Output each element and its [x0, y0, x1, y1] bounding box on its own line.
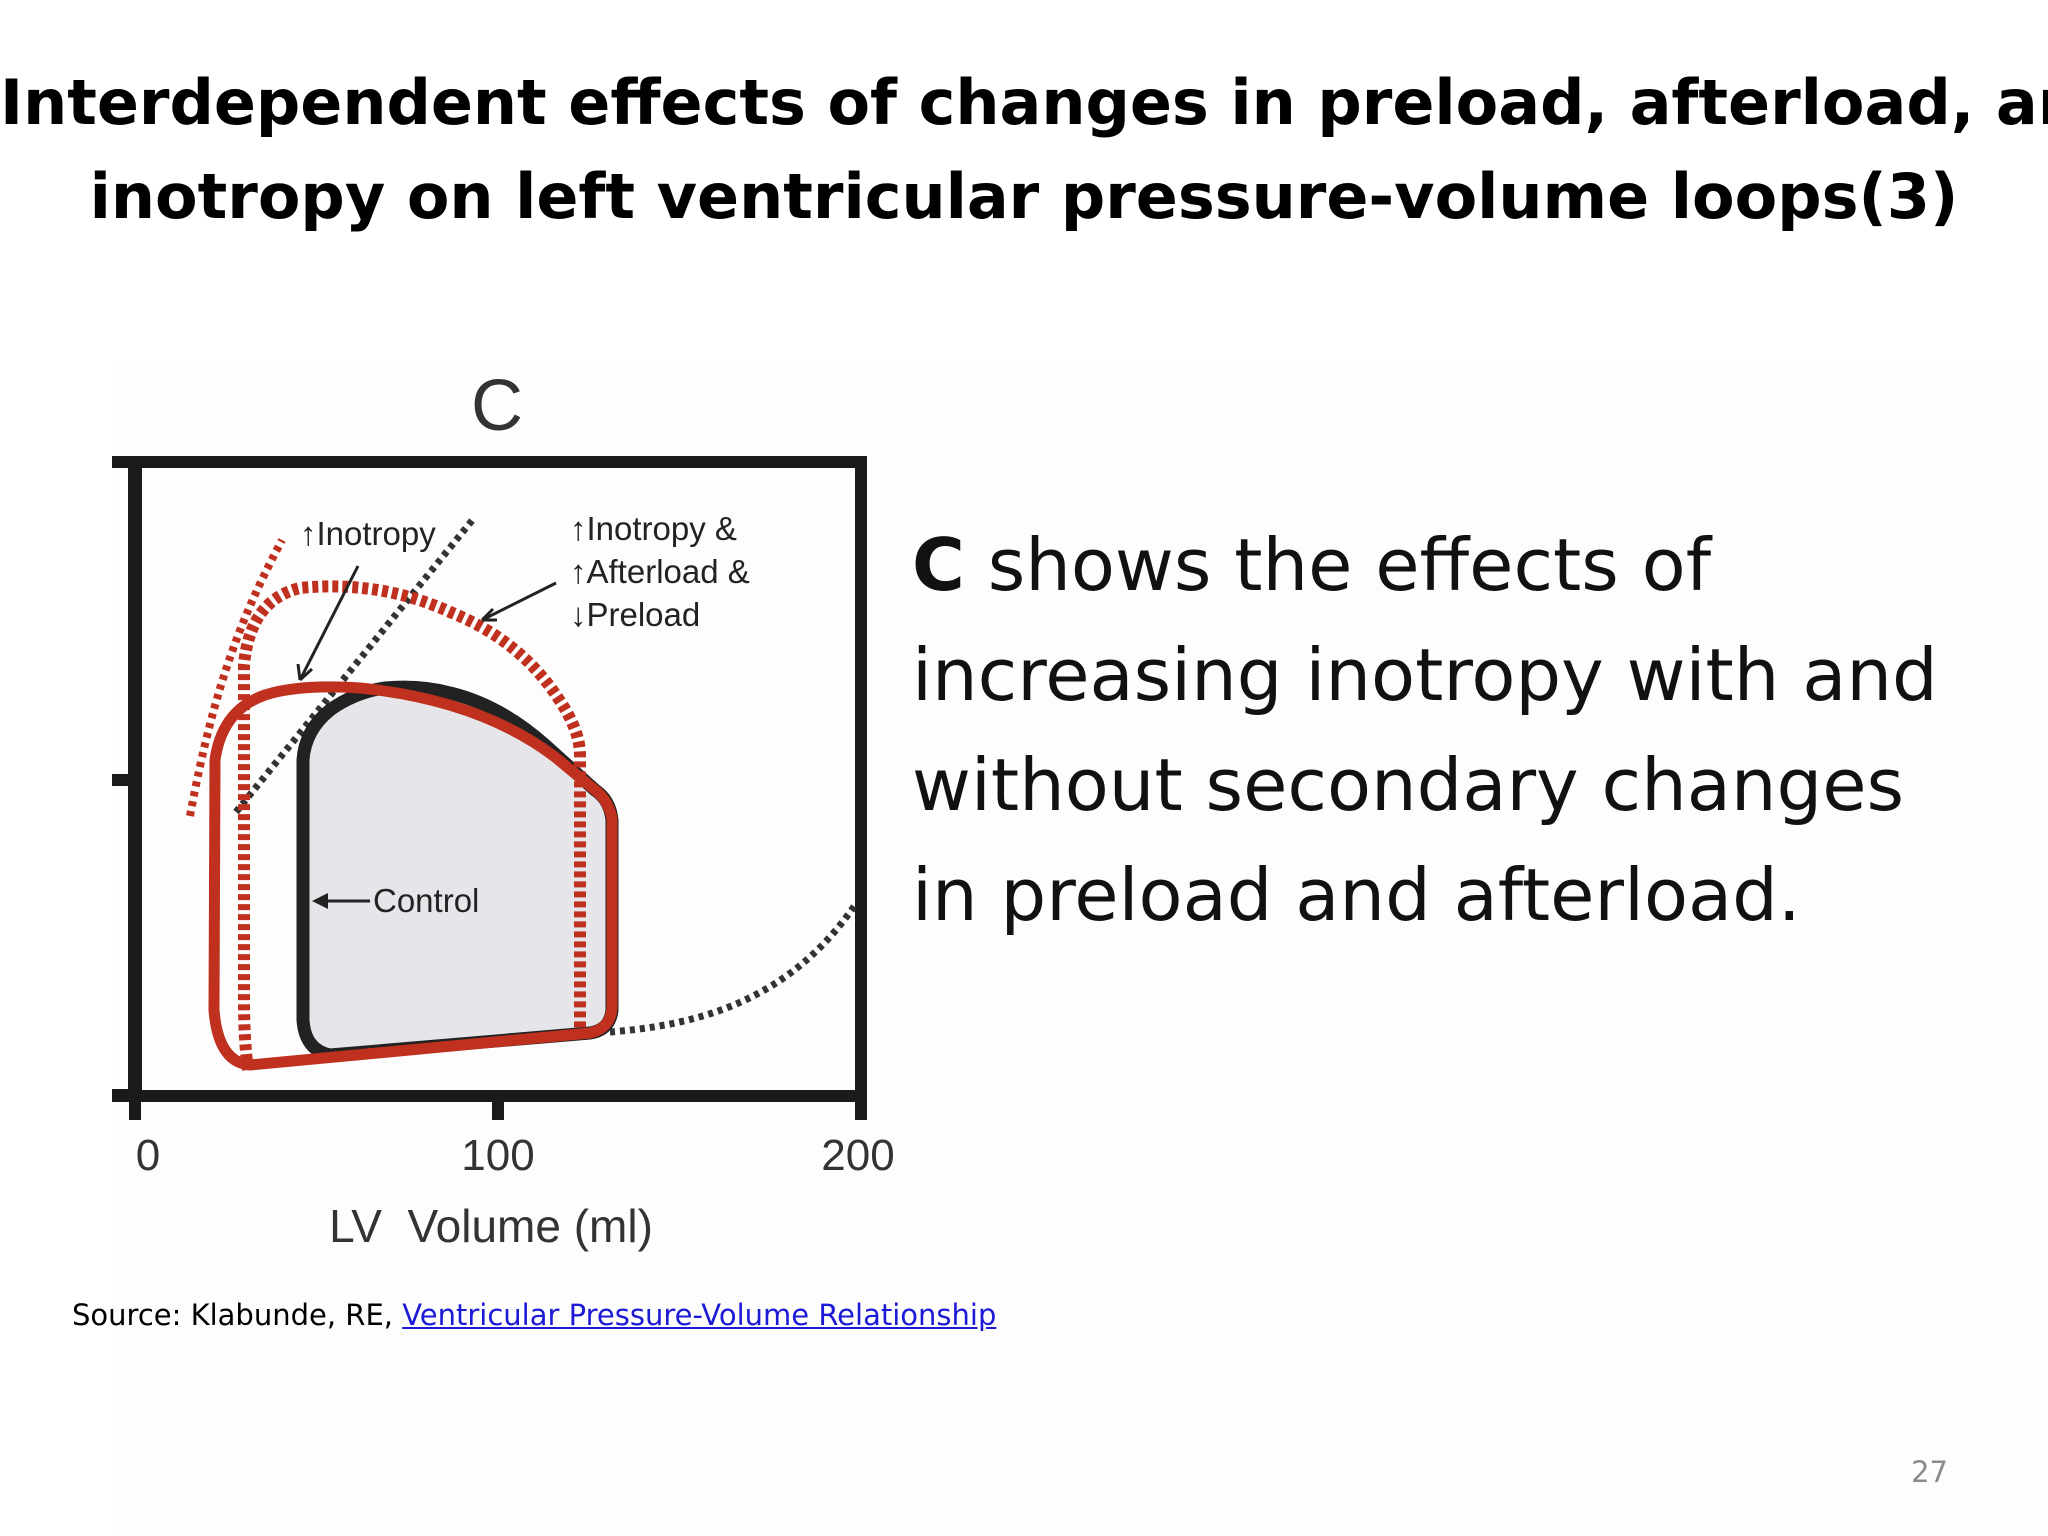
- source-link[interactable]: Ventricular Pressure-Volume Relationship: [402, 1298, 997, 1332]
- inotropy-afterload-preload-loop: [238, 580, 586, 1071]
- source-citation: Source: Klabunde, RE, Ventricular Pressu…: [72, 1298, 996, 1332]
- label-control: Control: [373, 882, 479, 919]
- x-axis-label: LV Volume (ml): [329, 1200, 653, 1252]
- espvr-control-line: [233, 515, 477, 815]
- label-combo-line-3: ↓Preload: [570, 596, 700, 633]
- label-combo-line-1: ↑Inotropy &: [570, 510, 737, 547]
- slide-title: Interdependent effects of changes in pre…: [0, 72, 2048, 260]
- panel-letter: C: [471, 366, 523, 446]
- slide-title-line-1: Interdependent effects of changes in pre…: [0, 66, 2048, 139]
- source-prefix: Source: Klabunde, RE,: [72, 1298, 403, 1332]
- axis-ticks: [112, 774, 867, 1120]
- annotation-arrows: [296, 565, 557, 909]
- slide-title-line-2: inotropy on left ventricular pressure-vo…: [89, 160, 1959, 233]
- espvr-inotropy-line: [186, 538, 286, 817]
- label-combo-line-2: ↑Afterload &: [570, 553, 750, 590]
- label-inotropy: ↑Inotropy: [300, 515, 436, 552]
- inotropy-loop: [208, 681, 618, 1071]
- x-tick-label-0: 0: [136, 1131, 160, 1180]
- body-text-content: shows the effects of increasing inotropy…: [912, 523, 1938, 937]
- x-tick-label-100: 100: [461, 1131, 534, 1180]
- body-text: C shows the effects of increasing inotro…: [912, 510, 1972, 950]
- edpvr-curve: [609, 903, 858, 1036]
- slide-number: 27: [1911, 1455, 1948, 1489]
- x-tick-label-200: 200: [821, 1131, 894, 1180]
- body-text-bold: C: [912, 523, 965, 607]
- control-loop: [296, 680, 619, 1062]
